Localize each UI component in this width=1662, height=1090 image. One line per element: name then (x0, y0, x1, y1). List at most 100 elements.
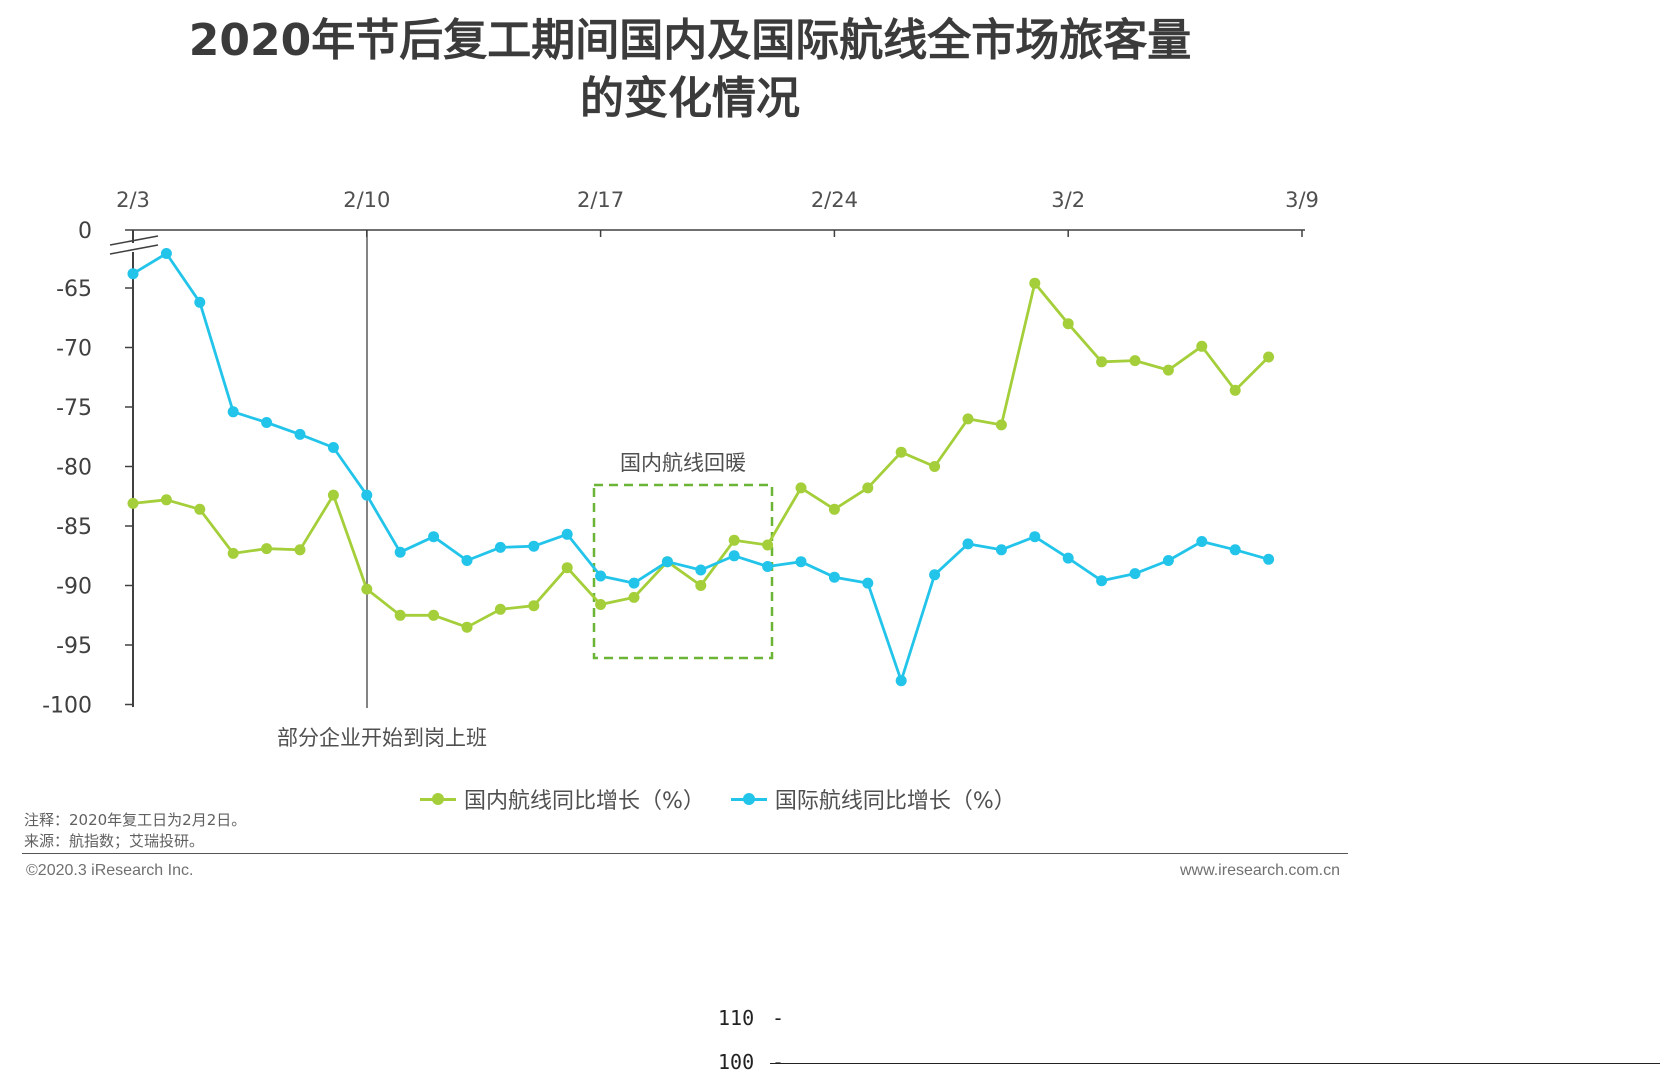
data-point-domestic (160, 494, 172, 506)
data-point-international (1263, 553, 1275, 565)
data-point-international (895, 675, 907, 687)
data-point-domestic (327, 489, 339, 501)
chart-axes: 2/3 2/10 2/17 2/24 3/2 3/9 0 -65 -70 -75 -80 -85 -90… (42, 188, 1319, 719)
stray-axis-tick-110: - (772, 1006, 785, 1030)
data-point-domestic (795, 482, 807, 494)
data-point-international (394, 546, 406, 558)
data-point-domestic (428, 609, 440, 621)
data-point-international (461, 555, 473, 566)
y-tick-label: -90 (56, 575, 92, 600)
data-point-domestic (361, 583, 373, 595)
y-tick-label: -75 (56, 396, 92, 421)
data-point-domestic (628, 591, 640, 603)
x-tick-label: 2/3 (116, 188, 150, 212)
data-point-domestic (1162, 364, 1174, 376)
data-point-international (327, 442, 339, 453)
data-point-domestic (1129, 355, 1141, 367)
axis-break-gap (129, 243, 137, 252)
data-point-domestic (1096, 356, 1108, 368)
data-point-domestic (294, 544, 306, 556)
website-text: www.iresearch.com.cn (1179, 862, 1340, 879)
data-point-international (628, 577, 640, 589)
data-point-domestic (862, 482, 874, 494)
data-point-international (762, 561, 774, 572)
legend-item-international: 国际航线同比增长（%） (730, 783, 1016, 815)
chart-title-line-1: 2020年节后复工期间国内及国际航线全市场旅客量 (188, 15, 1192, 66)
data-point-international (862, 577, 874, 589)
data-point-international (1129, 568, 1141, 580)
chart-series (127, 248, 1275, 687)
data-point-international (294, 428, 306, 440)
domestic-recovery-label: 国内航线回暖 (620, 451, 746, 475)
data-point-international (428, 531, 440, 543)
y-tick-label: -70 (56, 337, 92, 362)
chart-title: 2020年节后复工期间国内及国际航线全市场旅客量 的变化情况 (0, 12, 1380, 128)
data-point-international (528, 540, 540, 552)
legend-label-domestic: 国内航线同比增长（%） (464, 789, 705, 814)
x-tick-label: 2/17 (577, 188, 624, 212)
data-point-international (494, 541, 506, 553)
data-point-domestic (1029, 277, 1041, 289)
y-tick-label: -80 (56, 456, 92, 481)
data-point-domestic (1263, 351, 1275, 363)
data-point-international (1062, 552, 1074, 564)
y-tick-label: -100 (42, 694, 92, 719)
data-point-international (661, 556, 673, 568)
data-point-international (127, 268, 139, 280)
data-point-international (1229, 544, 1241, 556)
data-point-international (561, 528, 573, 540)
data-point-domestic (561, 562, 573, 574)
data-point-domestic (1229, 384, 1241, 396)
data-point-domestic (1196, 340, 1208, 352)
legend-label-international: 国际航线同比增长（%） (774, 789, 1016, 814)
data-point-domestic (595, 599, 607, 610)
stray-axis-tick-100: - (772, 1050, 785, 1074)
data-point-domestic (695, 580, 707, 591)
data-point-international (194, 296, 206, 308)
data-point-international (828, 571, 840, 583)
note-text: 注释：2020年复工日为2月2日。 (24, 811, 247, 829)
chart-legend: 国内航线同比增长（%） 国际航线同比增长（%） (420, 783, 1016, 815)
data-point-domestic (828, 503, 840, 515)
axis-break-mark (109, 235, 159, 246)
data-point-domestic (261, 543, 273, 555)
data-point-international (728, 550, 740, 562)
data-point-domestic (962, 413, 974, 425)
data-point-international (695, 564, 707, 576)
chart-annotations: 国内航线回暖 部分企业开始到岗上班 (277, 230, 774, 750)
data-point-domestic (494, 603, 506, 615)
data-point-international (361, 489, 373, 501)
y-tick-label: -65 (56, 277, 92, 302)
data-point-domestic (762, 539, 774, 551)
x-tick-label: 3/9 (1285, 188, 1319, 212)
data-point-domestic (995, 419, 1007, 431)
data-point-international (227, 406, 239, 418)
legend-swatch-international (730, 792, 767, 806)
data-point-international (1162, 555, 1174, 566)
chart-title-line-2: 的变化情况 (580, 73, 800, 124)
data-point-international (929, 569, 941, 581)
y-tick-label: 0 (78, 219, 92, 244)
data-point-domestic (1062, 318, 1074, 330)
data-point-international (995, 544, 1007, 556)
y-tick-label: -95 (56, 634, 92, 659)
data-point-domestic (895, 446, 907, 458)
axis-break-mark (109, 244, 159, 255)
domestic-recovery-box (592, 483, 774, 660)
stray-axis-label-110: 110 (718, 1006, 755, 1030)
data-point-international (1196, 536, 1208, 547)
source-text: 来源：航指数；艾瑞投研。 (24, 832, 205, 850)
data-point-international (160, 248, 172, 259)
data-point-domestic (461, 621, 473, 633)
data-point-international (595, 570, 607, 582)
work-start-label: 部分企业开始到岗上班 (277, 726, 487, 750)
legend-item-domestic: 国内航线同比增长（%） (420, 783, 705, 815)
footer-divider (22, 853, 1348, 854)
chart-notes: 注释：2020年复工日为2月2日。 来源：航指数；艾瑞投研。 (24, 810, 246, 852)
legend-swatch-domestic (420, 792, 456, 806)
data-point-domestic (728, 534, 740, 546)
data-point-domestic (127, 497, 139, 509)
y-tick-label: -85 (56, 515, 92, 540)
data-point-international (962, 538, 974, 550)
x-tick-label: 3/2 (1051, 188, 1085, 212)
